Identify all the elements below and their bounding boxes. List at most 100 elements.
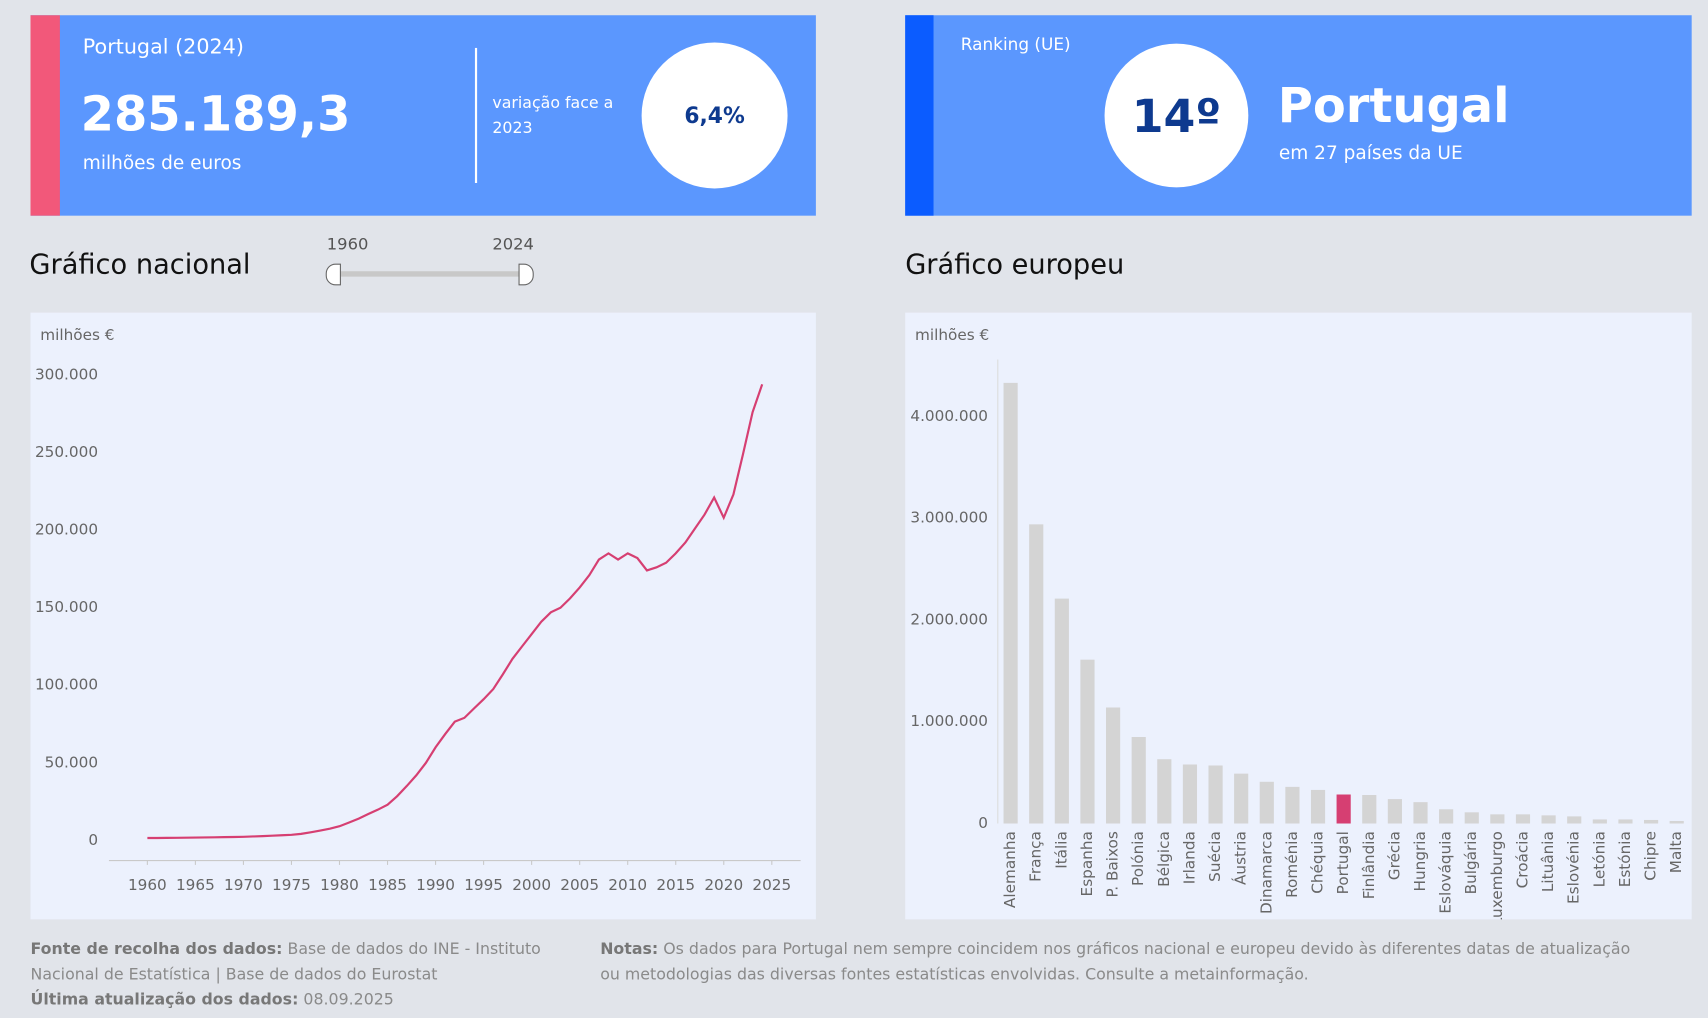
x-tick-label: França [1027, 831, 1045, 882]
x-tick-label: Letónia [1590, 831, 1608, 887]
x-tick-label: 1985 [368, 876, 407, 894]
x-tick-label: 1990 [416, 876, 455, 894]
bar-chart: milhões € 0 1.000.000 2.000.000 3.000.000 4.0… [905, 312, 1692, 920]
y-tick-label: 0 [88, 831, 98, 849]
section-title: Gráfico europeu [905, 248, 1125, 280]
bar [1131, 737, 1146, 824]
bar [1234, 773, 1249, 824]
ranking-value: 14º [1104, 43, 1249, 188]
kpi-change-label: variação face a 2023 [492, 94, 614, 138]
bar [1182, 764, 1198, 824]
card-stripe [30, 15, 60, 216]
y-tick-label: 0 [978, 814, 988, 832]
y-axis-label: milhões € [40, 326, 114, 344]
bar [1080, 659, 1095, 824]
x-tick-label: Áustria [1231, 831, 1250, 885]
y-tick-label: 200.000 [35, 521, 98, 539]
x-tick-label: 2005 [560, 876, 599, 894]
x-tick-label: Suécia [1206, 831, 1224, 882]
x-tick-label: 1975 [272, 876, 311, 894]
y-tick-label: 2.000.000 [910, 610, 988, 628]
text: Os dados para Portugal nem sempre coinci… [600, 941, 1631, 984]
kpi-value: 285.189,3 [80, 87, 351, 143]
x-tick-label: Dinamarca [1257, 831, 1275, 914]
slider-end-label: 2024 [492, 234, 534, 254]
kpi-change: 6,4% [641, 42, 788, 189]
bar [1643, 819, 1659, 824]
x-tick-label: Portugal [1334, 831, 1352, 894]
x-tick-label: Finlândia [1360, 831, 1378, 899]
bar [1490, 814, 1505, 824]
slider-handle[interactable] [325, 263, 341, 286]
section-title: Gráfico nacional [29, 248, 251, 280]
x-tick-label: Eslovénia [1565, 831, 1583, 904]
bar [1362, 795, 1377, 824]
x-tick-label: Chipre [1642, 831, 1660, 881]
kpi-card: Portugal (2024) 285.189,3 milhões de eur… [30, 15, 816, 216]
x-tick-label: 2025 [752, 876, 791, 894]
x-tick-label: 1970 [224, 876, 263, 894]
y-tick-label: 3.000.000 [910, 509, 988, 527]
ranking-country: Portugal [1277, 78, 1510, 134]
text: 08.09.2025 [303, 991, 394, 1009]
y-tick-label: 250.000 [35, 443, 98, 461]
slider-track[interactable] [332, 271, 527, 277]
text: Base de dados do INE - Instituto Naciona… [30, 941, 541, 984]
bar [1618, 819, 1633, 824]
y-tick-label: 50.000 [45, 753, 98, 771]
kpi-title: Portugal (2024) [82, 34, 244, 59]
x-tick-label: Lituânia [1539, 831, 1557, 892]
y-tick-label: 4.000.000 [910, 407, 988, 425]
bar [1592, 819, 1607, 824]
line-chart: milhões € 0 50.000 100.000 150.000 200.000 250… [30, 312, 816, 920]
slider-handle[interactable] [518, 263, 534, 286]
footer-source: Fonte de recolha dos dados: Base de dado… [31, 938, 576, 1013]
x-tick-label: 1965 [176, 876, 215, 894]
x-tick-label: Alemanha [1001, 831, 1019, 908]
bar [1387, 799, 1402, 824]
y-tick-label: 1.000.000 [910, 712, 988, 730]
y-tick-label: 150.000 [35, 598, 98, 616]
x-tick-label: Malta [1667, 831, 1685, 873]
line [147, 383, 764, 840]
ranking-card: Ranking (UE) 14º Portugal em 27 países d… [905, 15, 1692, 216]
x-tick-label: Chéquia [1309, 831, 1327, 894]
x-tick-label: Estónia [1616, 831, 1634, 887]
x-tick-label: 2020 [704, 876, 743, 894]
bar [1003, 382, 1018, 824]
x-tick-label: Eslováquia [1437, 831, 1455, 913]
ranking-title: Ranking (UE) [960, 34, 1071, 55]
bar [1106, 707, 1121, 824]
x-tick-label: Bélgica [1155, 831, 1173, 887]
y-tick-label: 100.000 [35, 676, 98, 694]
x-tick-label: Luxemburgo [1488, 831, 1506, 919]
y-tick-label: 300.000 [35, 365, 98, 383]
bar [1208, 765, 1223, 824]
footer-notes: Notas: Os dados para Portugal nem sempre… [600, 938, 1646, 988]
slider-start-label: 1960 [326, 234, 369, 254]
bar [1515, 814, 1531, 824]
bar [1054, 598, 1069, 824]
kpi-unit: milhões de euros [82, 152, 242, 175]
bar [1157, 759, 1172, 824]
x-tick-label: Espanha [1078, 831, 1096, 896]
bar [1541, 815, 1556, 824]
card-stripe [905, 15, 934, 216]
label: Fonte de recolha dos dados: [30, 941, 283, 959]
x-tick-label: Irlanda [1180, 831, 1198, 884]
bar [1669, 820, 1684, 824]
bar [1029, 524, 1044, 824]
bar [1567, 816, 1582, 824]
x-tick-label: Croácia [1513, 831, 1531, 888]
x-tick-label: 1960 [128, 876, 167, 894]
x-tick-label: Itália [1052, 831, 1070, 869]
bar [1285, 786, 1300, 824]
x-tick-label: P. Baixos [1104, 831, 1122, 897]
bar [1439, 809, 1454, 824]
x-tick-label: Hungria [1411, 831, 1429, 891]
x-tick-label: 1980 [320, 876, 359, 894]
y-axis-label: milhões € [915, 326, 989, 344]
x-tick-label: Polónia [1129, 831, 1147, 886]
